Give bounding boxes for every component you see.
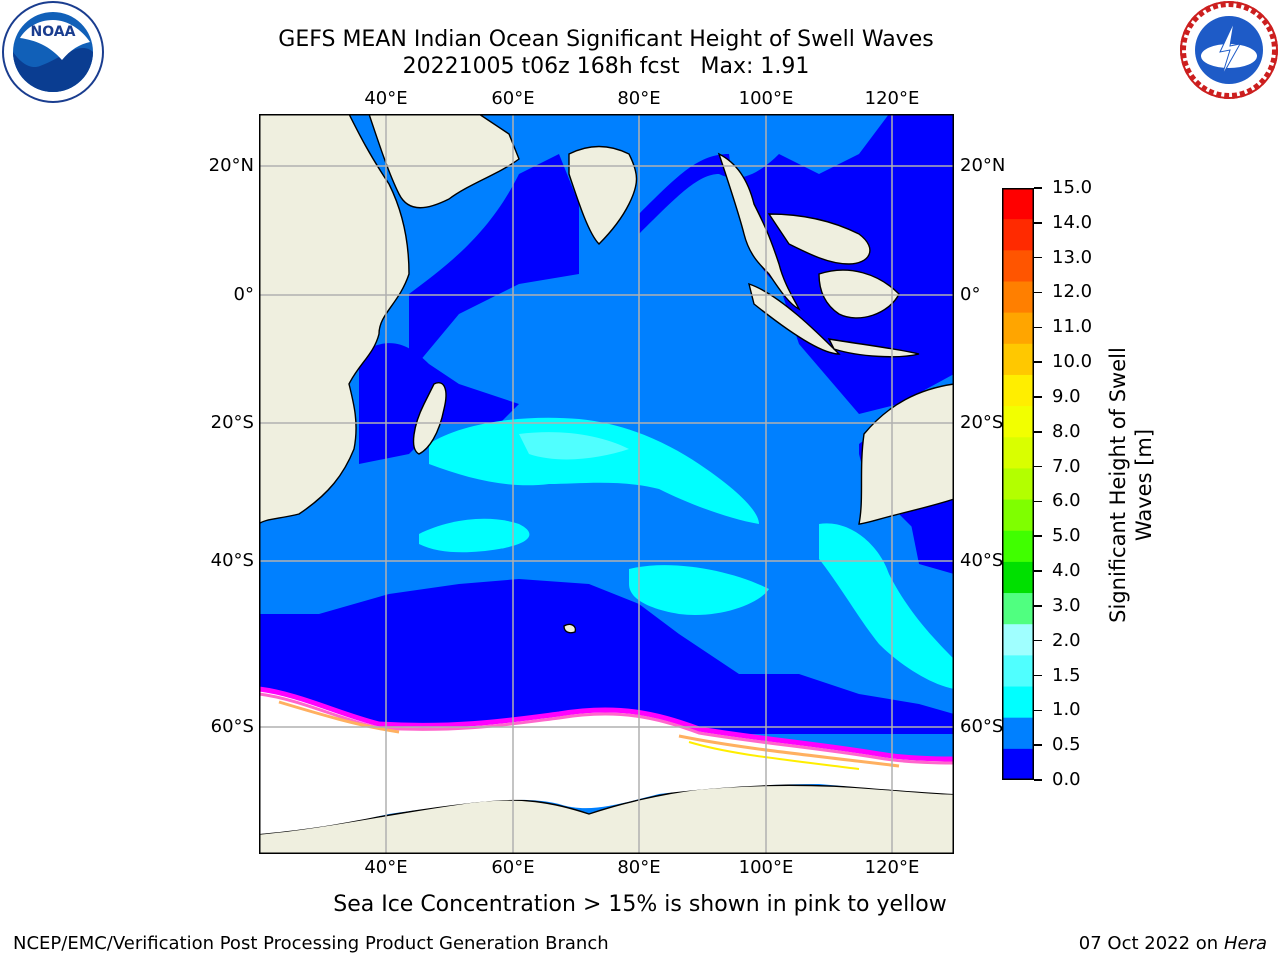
colorbar-tick-label: 1.5 xyxy=(1052,664,1081,686)
lon-label-top: 100°E xyxy=(738,88,794,109)
colorbar-segment xyxy=(1002,312,1034,345)
colorbar-tick-label: 13.0 xyxy=(1052,246,1093,268)
colorbar-segment xyxy=(1002,406,1034,438)
colorbar-segment xyxy=(1002,561,1034,594)
colorbar-segment xyxy=(1002,748,1034,780)
lat-label-left: 40°S xyxy=(210,550,254,571)
colorbar-segment xyxy=(1002,717,1034,750)
colorbar-segment xyxy=(1002,188,1034,220)
colorbar-tick xyxy=(1034,570,1042,572)
colorbar-tick xyxy=(1034,605,1042,607)
lon-label-top: 120°E xyxy=(864,88,920,109)
colorbar-tick-label: 11.0 xyxy=(1052,316,1093,338)
footer-date-text: 07 Oct 2022 on xyxy=(1078,933,1219,954)
colorbar-segment xyxy=(1002,281,1034,314)
footer-credit: NCEP/EMC/Verification Post Processing Pr… xyxy=(13,933,609,954)
colorbar-tick xyxy=(1034,396,1042,398)
colorbar-title: Significant Height of Swell Waves [m] xyxy=(1106,347,1156,623)
colorbar-segment xyxy=(1002,437,1034,469)
colorbar-tick-label: 10.0 xyxy=(1052,351,1093,373)
swell-height-map xyxy=(259,114,954,854)
swell-band-1.0-1.5 xyxy=(419,417,954,689)
noaa-logo: NOAA xyxy=(2,1,104,103)
land xyxy=(259,114,954,854)
lon-label-bottom: 100°E xyxy=(738,857,794,878)
colorbar-segment xyxy=(1002,686,1034,719)
colorbar-tick-label: 15.0 xyxy=(1052,177,1093,198)
nws-logo xyxy=(1180,1,1278,99)
colorbar-tick xyxy=(1034,744,1042,746)
lat-label-right: 0° xyxy=(960,284,981,305)
lon-label-bottom: 120°E xyxy=(864,857,920,878)
lat-label-left: 20°N xyxy=(208,155,254,176)
colorbar-tick xyxy=(1034,222,1042,224)
map-subtitle: 20221005 t06z 168h fcst Max: 1.91 xyxy=(402,54,810,79)
colorbar-tick-label: 1.0 xyxy=(1052,699,1081,721)
lat-label-left: 0° xyxy=(233,284,254,305)
noaa-logo-text: NOAA xyxy=(31,24,76,40)
lat-label-right: 20°N xyxy=(960,155,1006,176)
colorbar-tick-label: 0.5 xyxy=(1052,734,1081,756)
colorbar-segment xyxy=(1002,624,1034,656)
lon-label-top: 80°E xyxy=(617,88,661,109)
colorbar-tick-label: 7.0 xyxy=(1052,455,1081,477)
lat-label-left: 60°S xyxy=(210,716,254,737)
colorbar-tick xyxy=(1034,256,1042,259)
colorbar-tick xyxy=(1034,465,1042,468)
lat-label-left: 20°S xyxy=(210,412,254,433)
lon-label-bottom: 60°E xyxy=(491,857,535,878)
lon-label-top: 60°E xyxy=(491,88,535,109)
colorbar-tick xyxy=(1034,674,1042,677)
footer-host: Hera xyxy=(1223,933,1267,954)
colorbar-tick-label: 2.0 xyxy=(1052,629,1081,651)
colorbar-segment xyxy=(1002,250,1034,282)
colorbar-tick-label: 3.0 xyxy=(1052,594,1081,616)
colorbar-tick xyxy=(1034,535,1042,537)
colorbar-tick xyxy=(1034,187,1042,189)
colorbar xyxy=(1002,188,1034,780)
colorbar-tick-label: 14.0 xyxy=(1052,211,1093,233)
colorbar-tick-label: 0.0 xyxy=(1052,769,1081,790)
colorbar-tick-label: 5.0 xyxy=(1052,525,1081,547)
lon-label-top: 40°E xyxy=(364,88,408,109)
colorbar-tick-label: 6.0 xyxy=(1052,490,1081,512)
colorbar-segment xyxy=(1002,219,1034,251)
colorbar-border xyxy=(1002,188,1034,780)
colorbar-tick xyxy=(1034,431,1042,433)
footer-date: 07 Oct 2022 on Hera xyxy=(1079,933,1267,954)
gridlines xyxy=(259,114,954,854)
colorbar-segment xyxy=(1002,593,1034,625)
swell-band-1.5-2.0 xyxy=(519,432,629,460)
lat-label-right: 20°S xyxy=(960,412,1004,433)
colorbar-segment xyxy=(1002,499,1034,532)
colorbar-tick-label: 8.0 xyxy=(1052,420,1081,442)
missing-data-region xyxy=(259,689,954,834)
colorbar-segment xyxy=(1002,655,1034,688)
lon-label-bottom: 40°E xyxy=(364,857,408,878)
colorbar-tick-label: 12.0 xyxy=(1052,281,1093,303)
lon-label-bottom: 80°E xyxy=(617,857,661,878)
colorbar-tick xyxy=(1034,779,1042,781)
lat-label-right: 40°S xyxy=(960,550,1004,571)
colorbar-tick xyxy=(1034,361,1042,363)
colorbar-tick xyxy=(1034,326,1042,329)
colorbar-tick xyxy=(1034,639,1042,642)
colorbar-tick xyxy=(1034,709,1042,712)
sea-ice-note: Sea Ice Concentration > 15% is shown in … xyxy=(333,892,947,917)
colorbar-tick xyxy=(1034,500,1042,503)
colorbar-tick-label: 9.0 xyxy=(1052,385,1081,407)
colorbar-segment xyxy=(1002,374,1034,407)
colorbar-segment xyxy=(1002,530,1034,563)
map-title: GEFS MEAN Indian Ocean Significant Heigh… xyxy=(278,27,934,52)
colorbar-segment xyxy=(1002,343,1034,376)
colorbar-segment xyxy=(1002,468,1034,501)
lat-label-right: 60°S xyxy=(960,716,1004,737)
colorbar-tick xyxy=(1034,291,1042,294)
colorbar-tick-label: 4.0 xyxy=(1052,560,1081,582)
